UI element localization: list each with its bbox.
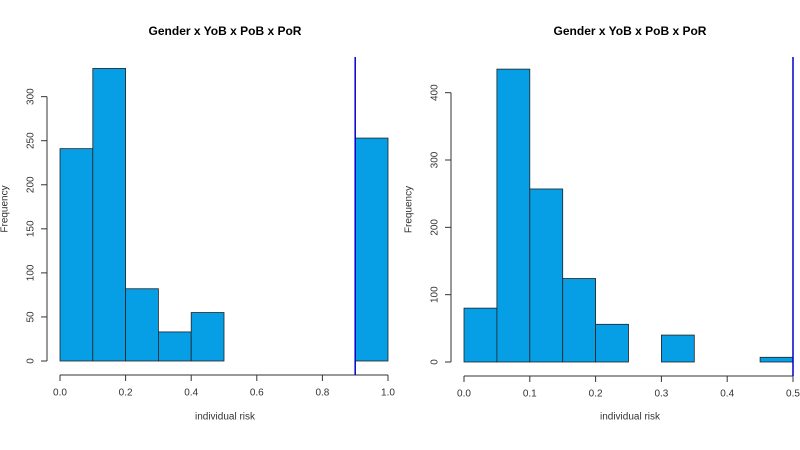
- chart-title: Gender x YoB x PoB x PoR: [149, 24, 302, 38]
- bar: [354, 137, 389, 362]
- bar: [125, 288, 159, 362]
- bar: [463, 307, 498, 363]
- bar: [759, 356, 794, 363]
- x-tick-label: 1.0: [381, 388, 395, 399]
- y-tick-label: 250: [26, 132, 37, 149]
- x-axis-label: individual risk: [600, 412, 661, 423]
- y-tick-label: 400: [430, 84, 441, 101]
- y-tick-label: 200: [26, 176, 37, 193]
- x-tick-label: 0.5: [786, 389, 800, 400]
- bar: [661, 334, 695, 363]
- bar: [59, 148, 94, 362]
- bar: [157, 331, 192, 362]
- x-tick-label: 0.6: [250, 388, 264, 399]
- x-tick-label: 0.4: [184, 388, 198, 399]
- y-tick-label: 100: [26, 264, 37, 281]
- bar: [496, 68, 531, 363]
- x-tick-label: 0.2: [119, 388, 133, 399]
- x-axis-label: individual risk: [195, 412, 256, 423]
- bar: [92, 68, 127, 362]
- bar: [190, 312, 225, 362]
- y-tick-label: 150: [26, 220, 37, 237]
- x-tick-label: 0.3: [654, 389, 668, 400]
- bar: [562, 278, 597, 363]
- bar: [595, 323, 629, 363]
- x-tick-label: 0.4: [720, 389, 734, 400]
- y-axis-label: Frequency: [0, 185, 11, 232]
- chart: Gender x YoB x PoB x PoR individual risk F…: [404, 24, 800, 422]
- y-tick-label: 300: [26, 88, 37, 105]
- bar: [529, 188, 564, 363]
- x-tick-label: 0.1: [523, 389, 537, 400]
- y-tick-label: 300: [430, 151, 441, 168]
- y-tick-label: 50: [26, 311, 37, 323]
- x-tick-label: 0.0: [457, 389, 471, 400]
- chart: Gender x YoB x PoB x PoR individual risk F…: [0, 24, 395, 422]
- x-tick-label: 0.8: [315, 388, 329, 399]
- y-tick-label: 200: [430, 219, 441, 236]
- x-tick-label: 0.2: [589, 389, 603, 400]
- y-tick-label: 100: [430, 286, 441, 303]
- y-tick-label: 0: [430, 359, 441, 365]
- x-tick-label: 0.0: [53, 388, 67, 399]
- chart-title: Gender x YoB x PoB x PoR: [554, 24, 707, 38]
- y-tick-label: 0: [26, 358, 37, 364]
- y-axis-label: Frequency: [404, 186, 415, 233]
